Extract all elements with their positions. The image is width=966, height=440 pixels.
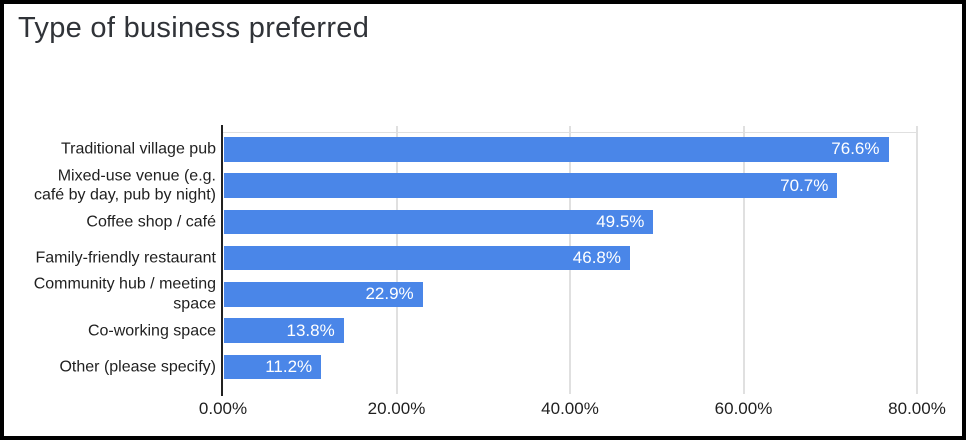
bar: 76.6% <box>224 137 889 162</box>
gridline <box>916 126 918 394</box>
bar-value-label: 70.7% <box>780 175 829 195</box>
bar: 49.5% <box>224 209 654 234</box>
x-axis-tick-label: 0.00% <box>198 399 248 418</box>
bar-chart: 0.00% 20.00% 40.00% 60.00% 80.00% 76.6% Tradit… <box>4 4 962 436</box>
x-axis-tick-label: 20.00% <box>367 399 426 418</box>
x-axis-tick-label: 60.00% <box>714 399 773 418</box>
bar-value-label: 46.8% <box>572 248 621 267</box>
category-label: Community hub / meeting space <box>33 275 216 313</box>
category-label: Co-working space <box>87 321 216 339</box>
category-label: Coffee shop / café <box>86 213 216 230</box>
bar-value-label: 76.6% <box>831 139 880 159</box>
bar-value-label: 13.8% <box>286 320 335 340</box>
x-axis-tick-label: 40.00% <box>541 399 599 418</box>
chart-title: Type of business preferred <box>18 12 370 44</box>
y-axis-line <box>221 125 223 396</box>
gridline <box>742 126 745 394</box>
category-label: Mixed-use venue (e.g. café by day, pub by… <box>33 167 216 204</box>
bar-value-label: 49.5% <box>596 211 645 231</box>
bar-value-label: 22.9% <box>365 284 414 304</box>
bar: 22.9% <box>224 282 423 307</box>
x-axis-tick-label: 80.00% <box>888 399 946 418</box>
category-label: Traditional village pub <box>60 140 216 158</box>
bar: 70.7% <box>224 173 838 198</box>
category-label: Other (please specify) <box>59 358 216 375</box>
bar-value-label: 11.2% <box>265 356 313 376</box>
category-label: Family-friendly restaurant <box>35 249 217 267</box>
bar: 46.8% <box>224 245 630 271</box>
bar: 11.2% <box>224 354 322 379</box>
bar: 13.8% <box>224 318 344 343</box>
